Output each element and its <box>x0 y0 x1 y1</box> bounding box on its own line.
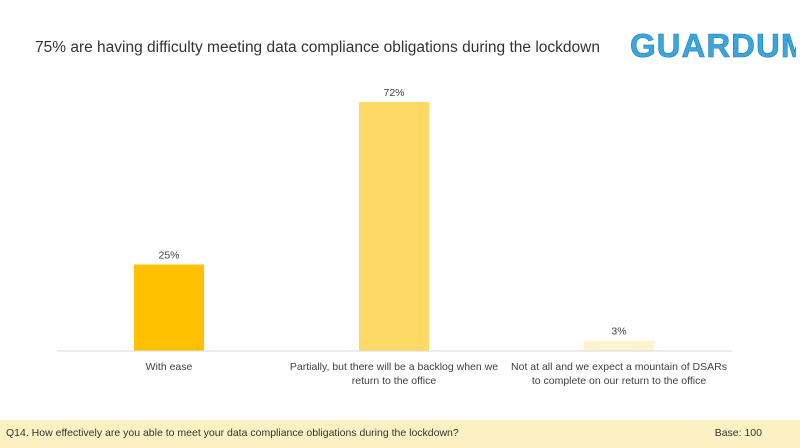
bar-chart: 25% With ease 72% Partially, but there will… <box>57 87 732 387</box>
category-label-3: Not at all and we expect a mountain of D… <box>511 361 727 387</box>
bar-1 <box>134 264 204 351</box>
data-label-3: 3% <box>611 326 626 338</box>
footer-bar: Q14. How effectively are you able to mee… <box>0 420 800 448</box>
base-count: Base: 100 <box>714 427 762 439</box>
category-label-1: With ease <box>146 361 193 373</box>
guardum-logo-text: GUARDUM <box>630 28 796 62</box>
category-label-2: Partially, but there will be a backlog w… <box>290 361 498 387</box>
chart-title: 75% are having difficulty meeting data c… <box>35 39 600 56</box>
survey-question: Q14. How effectively are you able to mee… <box>6 427 459 439</box>
data-label-2: 72% <box>383 87 404 99</box>
data-label-1: 25% <box>158 250 179 262</box>
guardum-logo: GUARDUM <box>630 28 796 62</box>
bar-3 <box>584 340 654 351</box>
bar-2 <box>359 102 429 351</box>
